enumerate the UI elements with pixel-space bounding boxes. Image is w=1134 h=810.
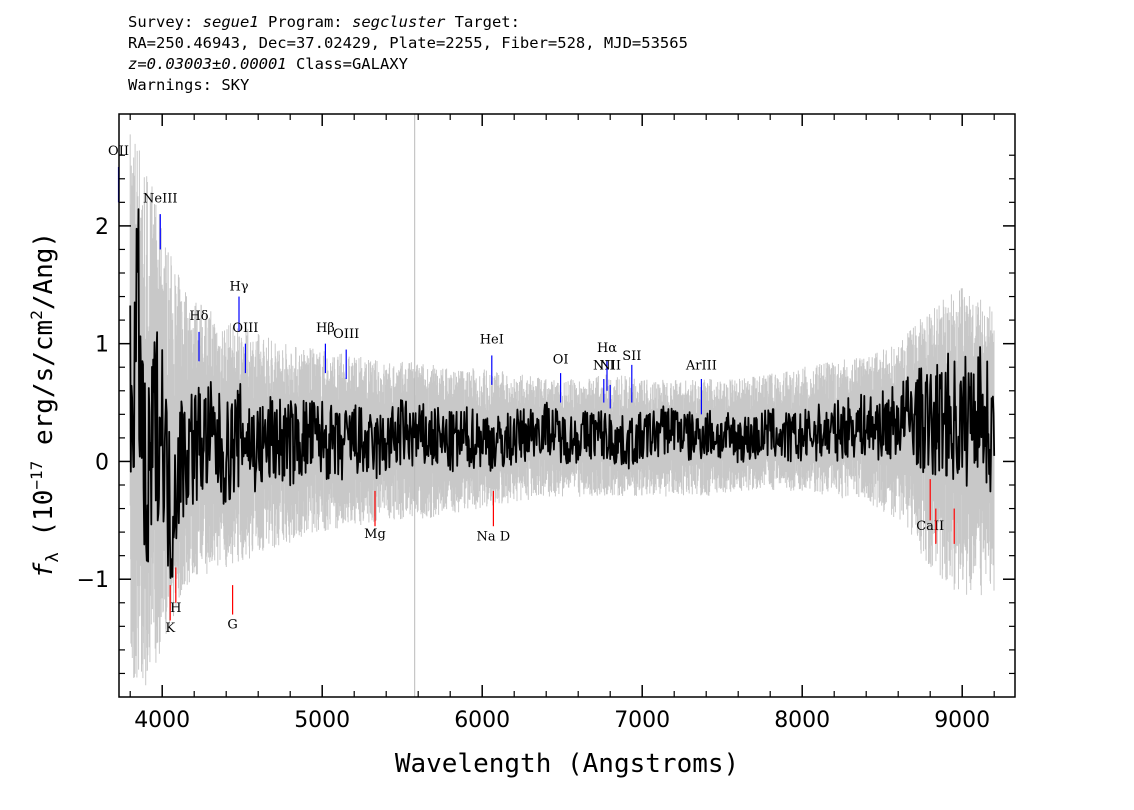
axis-layer: 4000 5000 6000 7000 8000 9000 −1 0 1 2 bbox=[77, 114, 1015, 733]
flux-line bbox=[129, 208, 996, 579]
header-line-survey: Survey: segue1 Program: segcluster Targe… bbox=[128, 12, 688, 33]
program-label: Program: bbox=[258, 13, 352, 31]
x-tick-label: 5000 bbox=[294, 708, 350, 733]
absorption-line-label: G bbox=[227, 618, 237, 633]
emission-line-label: NII bbox=[593, 359, 615, 374]
emission-line-label: OIII bbox=[333, 327, 359, 342]
emission-line-label: HeI bbox=[480, 333, 504, 348]
y-tick-label: 0 bbox=[95, 450, 109, 475]
emission-line-label: NII bbox=[599, 359, 621, 374]
emission-line-label: Hα bbox=[597, 341, 617, 356]
emission-line-label: OI bbox=[553, 353, 569, 368]
survey-value: segue1 bbox=[202, 13, 259, 31]
emission-line-label: Hγ bbox=[229, 280, 248, 295]
y-tick-label: 1 bbox=[95, 333, 109, 358]
plot-frame bbox=[118, 113, 1016, 698]
emission-line-label: OIII bbox=[232, 321, 258, 336]
survey-label: Survey: bbox=[128, 13, 203, 31]
x-tick-label: 8000 bbox=[774, 708, 830, 733]
x-tick-label: 6000 bbox=[454, 708, 510, 733]
emission-line-label: NeIII bbox=[143, 191, 177, 206]
program-value: segcluster bbox=[351, 13, 446, 31]
x-axis-title: Wavelength (Angstroms) bbox=[395, 749, 739, 779]
header-line-redshift: z=0.03003±0.00001 Class=GALAXY bbox=[128, 54, 688, 75]
flux-layer bbox=[129, 208, 996, 579]
y-tick-label: 2 bbox=[95, 215, 109, 240]
x-tick-label: 7000 bbox=[614, 708, 670, 733]
absorption-line-label: Mg bbox=[364, 527, 386, 542]
header-line-warnings: Warnings: SKY bbox=[128, 76, 250, 94]
class-value: Class=GALAXY bbox=[286, 55, 408, 73]
absorption-line-label: CaII bbox=[916, 519, 944, 534]
redshift-value: z=0.03003±0.00001 bbox=[128, 55, 287, 73]
x-tick-label: 9000 bbox=[934, 708, 990, 733]
y-tick-label: −1 bbox=[77, 568, 109, 593]
y-axis-title: fλ (10−17 erg/s/cm2/Ang) bbox=[27, 232, 63, 578]
spectrum-header: Survey: segue1 Program: segcluster Targe… bbox=[128, 12, 688, 96]
emission-line-label: ArIII bbox=[685, 359, 717, 374]
emission-line-label: Hδ bbox=[189, 309, 208, 324]
emission-line-label: SII bbox=[622, 349, 641, 364]
emission-line-label: Hβ bbox=[316, 321, 335, 336]
absorption-line-label: H bbox=[170, 601, 181, 616]
header-line-coordinates: RA=250.46943, Dec=37.02429, Plate=2255, … bbox=[128, 34, 688, 52]
target-label: Target: bbox=[445, 13, 520, 31]
absorption-line-label: K bbox=[165, 621, 175, 636]
x-tick-label: 4000 bbox=[134, 708, 190, 733]
absorption-line-label: Na D bbox=[477, 529, 511, 544]
